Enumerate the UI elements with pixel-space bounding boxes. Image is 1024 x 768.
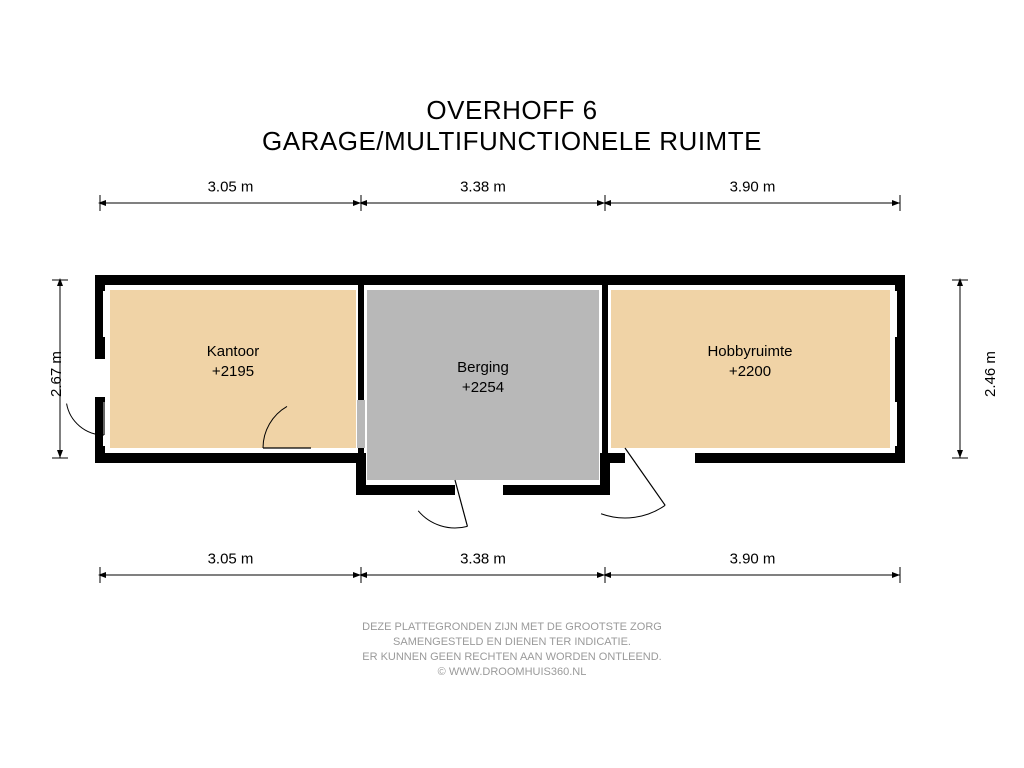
dimension-label: 3.38 m: [460, 179, 506, 196]
dimension-label: 3.05 m: [208, 551, 254, 568]
dimension-label: 3.38 m: [460, 551, 506, 568]
window-2: [893, 291, 897, 337]
room-label-kantoor: Kantoor+2195: [207, 342, 260, 383]
window-3: [893, 402, 897, 446]
door-gap-3: [94, 359, 106, 397]
door-gap-0: [357, 400, 365, 448]
door-arc-2: [601, 505, 665, 518]
door-gap-1: [455, 484, 503, 496]
dimension-label: 3.90 m: [730, 551, 776, 568]
dimension-label: 2.67 m: [48, 351, 65, 397]
dimension-label: 2.46 m: [982, 351, 999, 397]
door-arc-1: [418, 511, 467, 528]
window-0: [103, 291, 107, 337]
dimension-label: 3.90 m: [730, 179, 776, 196]
room-label-berging: Berging+2254: [457, 358, 509, 399]
room-label-hobbyruimte: Hobbyruimte+2200: [707, 342, 792, 383]
disclaimer-text: DEZE PLATTEGRONDEN ZIJN MET DE GROOTSTE …: [0, 620, 1024, 679]
dimension-label: 3.05 m: [208, 179, 254, 196]
